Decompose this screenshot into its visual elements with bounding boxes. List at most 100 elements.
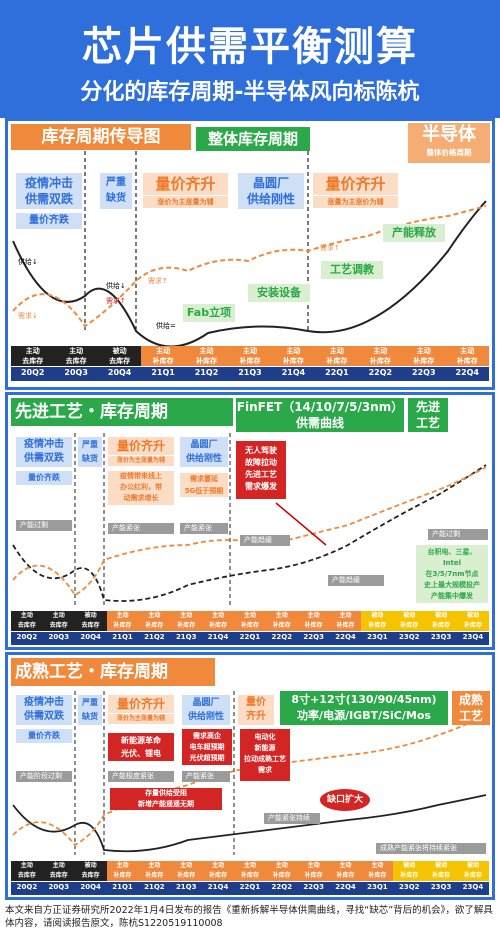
panel1-center-title: 整体库存周期 <box>196 127 310 151</box>
quarter-label: 22Q2 <box>368 368 393 377</box>
quarter-label: 21Q1 <box>112 633 133 641</box>
p2-box: 量价齐升 <box>108 437 174 455</box>
inv-cell: 主动 补库存 <box>138 861 171 881</box>
panel3-left-title: 成熟工艺・库存周期 <box>11 658 215 686</box>
quarter-label: 23Q4 <box>462 633 484 641</box>
p3-box: 涨价为主涨量为辅 <box>108 714 174 724</box>
inv-cell: 主动 补库存 <box>358 346 403 366</box>
quarter-label: 23Q1 <box>367 883 388 891</box>
p2-grey: 产能趋缓 <box>240 535 290 546</box>
panel2-center-title: FinFET（14/10/7/5/3nm） 供需曲线 <box>236 398 404 432</box>
inv-cell: 主动 补库存 <box>297 861 330 881</box>
inv-cell: 主动 补库存 <box>445 346 489 366</box>
p3-box: 新能源革命 光伏、锂电 <box>108 733 174 761</box>
inv-cell: 主动 补库存 <box>361 861 394 881</box>
panel3-inventory-row: 主动 去库存 主动 去库存 被动 去库存 主动 补库存 主动 补库存 主动 补库… <box>11 861 489 881</box>
inv-cell: 被动 补库存 <box>425 861 458 881</box>
p2-box: 台积电、三星、 Intel 在3/5/7nm节点 史上最大规模投产 产能集中爆发 <box>416 545 488 603</box>
inv-cell: 被动 补库存 <box>425 611 458 631</box>
p3-box: 存量供给受阻 新增产能遥遥无期 <box>110 788 222 810</box>
curve-label-3: 供给↓ <box>106 282 126 290</box>
p3-grey: 成熟产能紧张将持续紧张 <box>376 843 486 854</box>
panel1-quarter-row: 20Q2 20Q3 20Q4 21Q1 21Q2 21Q3 21Q4 22Q1 … <box>11 367 489 381</box>
phase-box-11: 安装设备 <box>248 284 310 302</box>
quarter-label: 21Q3 <box>175 883 197 891</box>
quarter-label: 22Q1 <box>239 883 261 891</box>
panel-advanced-process: 先进工艺・库存周期 FinFET（14/10/7/5/3nm） 供需曲线 先进 … <box>5 392 495 650</box>
inv-cell: 主动 补库存 <box>297 611 330 631</box>
p3-box: 量价齐升 <box>108 695 174 713</box>
inv-cell: 主动 补库存 <box>234 611 266 631</box>
quarter-label: 22Q3 <box>303 883 324 891</box>
quarter-label: 22Q1 <box>325 368 349 377</box>
inv-cell: 主动 补库存 <box>265 861 298 881</box>
inv-cell: 被动 补库存 <box>457 861 489 881</box>
quarter-label: 20Q4 <box>80 633 101 641</box>
inv-cell: 主动 去库存 <box>11 611 43 631</box>
p3-box: 量价 齐升 <box>238 695 274 725</box>
phase-box-1: 疫情冲击 供需双跌 <box>16 173 82 209</box>
p2-grey: 产能过剩 <box>428 529 488 540</box>
inv-cell: 主动 补库存 <box>141 346 185 366</box>
quarter-label: 22Q4 <box>335 883 356 891</box>
inv-cell: 主动 去库存 <box>11 346 55 366</box>
quarter-label: 22Q4 <box>335 633 356 641</box>
quarter-label: 23Q2 <box>398 883 420 891</box>
quarter-label: 21Q2 <box>144 633 165 641</box>
quarter-label: 21Q4 <box>281 368 306 377</box>
quarter-label: 20Q2 <box>20 368 45 377</box>
panel2-quarter-row: 20Q2 20Q3 20Q4 21Q1 21Q2 21Q3 21Q4 22Q1 … <box>11 632 489 645</box>
quarter-label: 23Q2 <box>398 633 420 641</box>
inv-cell: 主动 补库存 <box>234 861 266 881</box>
inv-cell: 被动 补库存 <box>393 861 426 881</box>
p3-gap-oval: 缺口扩大 <box>320 789 370 811</box>
p2-box: 涨价为主涨量为辅 <box>108 456 174 466</box>
quarter-label: 23Q3 <box>430 883 452 891</box>
p3-grey: 产能阶段过剩 <box>16 771 72 782</box>
panel1-left-title: 库存周期传导图 <box>11 124 191 150</box>
p2-grey: 产能趋缓 <box>328 575 384 586</box>
source-footnote: 本文来自方正证券研究所2022年1月4日发布的报告《重新拆解半导体供需曲线，寻找… <box>5 905 493 929</box>
header-banner: 芯片供需平衡测算 分化的库存周期-半导体风向标陈杭 <box>0 0 500 118</box>
phase-box-4: 量价齐升 <box>143 173 228 195</box>
quarter-label: 22Q1 <box>239 633 261 641</box>
quarter-label: 21Q1 <box>151 368 175 377</box>
quarter-label: 20Q3 <box>64 368 88 377</box>
page-title: 芯片供需平衡测算 <box>82 24 418 70</box>
panel-mature-process: 成熟工艺・库存周期 8寸+12寸(130/90/45nm) 功率/电源/IGBT… <box>5 652 495 900</box>
p3-box: 晶圆厂 供给刚性 <box>182 695 230 725</box>
page-subtitle: 分化的库存周期-半导体风向标陈杭 <box>80 80 420 105</box>
panel1-right-box: 半导体 整体价格周期 <box>408 123 490 163</box>
phase-box-6: 晶圆厂 供给刚性 <box>238 173 304 209</box>
phase-box-7: 量价齐升 <box>313 173 398 195</box>
p2-box: 严重 缺货 <box>78 437 102 467</box>
phase-box-5: 涨价为主涨量为辅 <box>143 196 228 208</box>
inv-cell: 被动 补库存 <box>393 611 426 631</box>
inv-cell: 主动 补库存 <box>106 611 139 631</box>
p2-box: 疫情带来线上 办公红利，带 动需求增长 <box>108 471 174 505</box>
p3-grey: 产能紧张 <box>182 771 230 782</box>
inv-cell: 主动 补库存 <box>202 611 235 631</box>
quarter-label: 21Q4 <box>207 633 229 641</box>
panel1-right-sub: 整体价格周期 <box>426 148 472 157</box>
quarter-label: 21Q1 <box>112 883 133 891</box>
panel1-right-title: 半导体 <box>422 124 476 145</box>
quarter-label: 20Q3 <box>48 633 70 641</box>
quarter-label: 20Q4 <box>107 368 132 377</box>
panel-overall-cycle: 库存周期传导图 整体库存周期 半导体 整体价格周期 疫情冲击 供需双跌 量价齐跌… <box>5 118 495 390</box>
inv-cell: 被动 去库存 <box>74 611 107 631</box>
quarter-label: 20Q2 <box>16 883 38 891</box>
quarter-label: 22Q2 <box>271 883 293 891</box>
phase-box-2: 量价齐跌 <box>16 213 82 229</box>
inv-cell: 主动 补库存 <box>170 611 203 631</box>
quarter-label: 20Q3 <box>48 883 70 891</box>
curve-label-1: 供给↓ <box>18 258 38 266</box>
quarter-label: 21Q3 <box>175 633 197 641</box>
curve-label-5: 需求↑ <box>148 277 168 285</box>
panel2-right-title: 先进 工艺 <box>408 398 448 432</box>
p2-box: 需求蔓延 5G低于预期 <box>180 473 228 497</box>
curve-label-2: 需求↓ <box>18 312 38 320</box>
inv-cell: 主动 补库存 <box>106 861 139 881</box>
inv-cell: 被动 去库存 <box>74 861 107 881</box>
